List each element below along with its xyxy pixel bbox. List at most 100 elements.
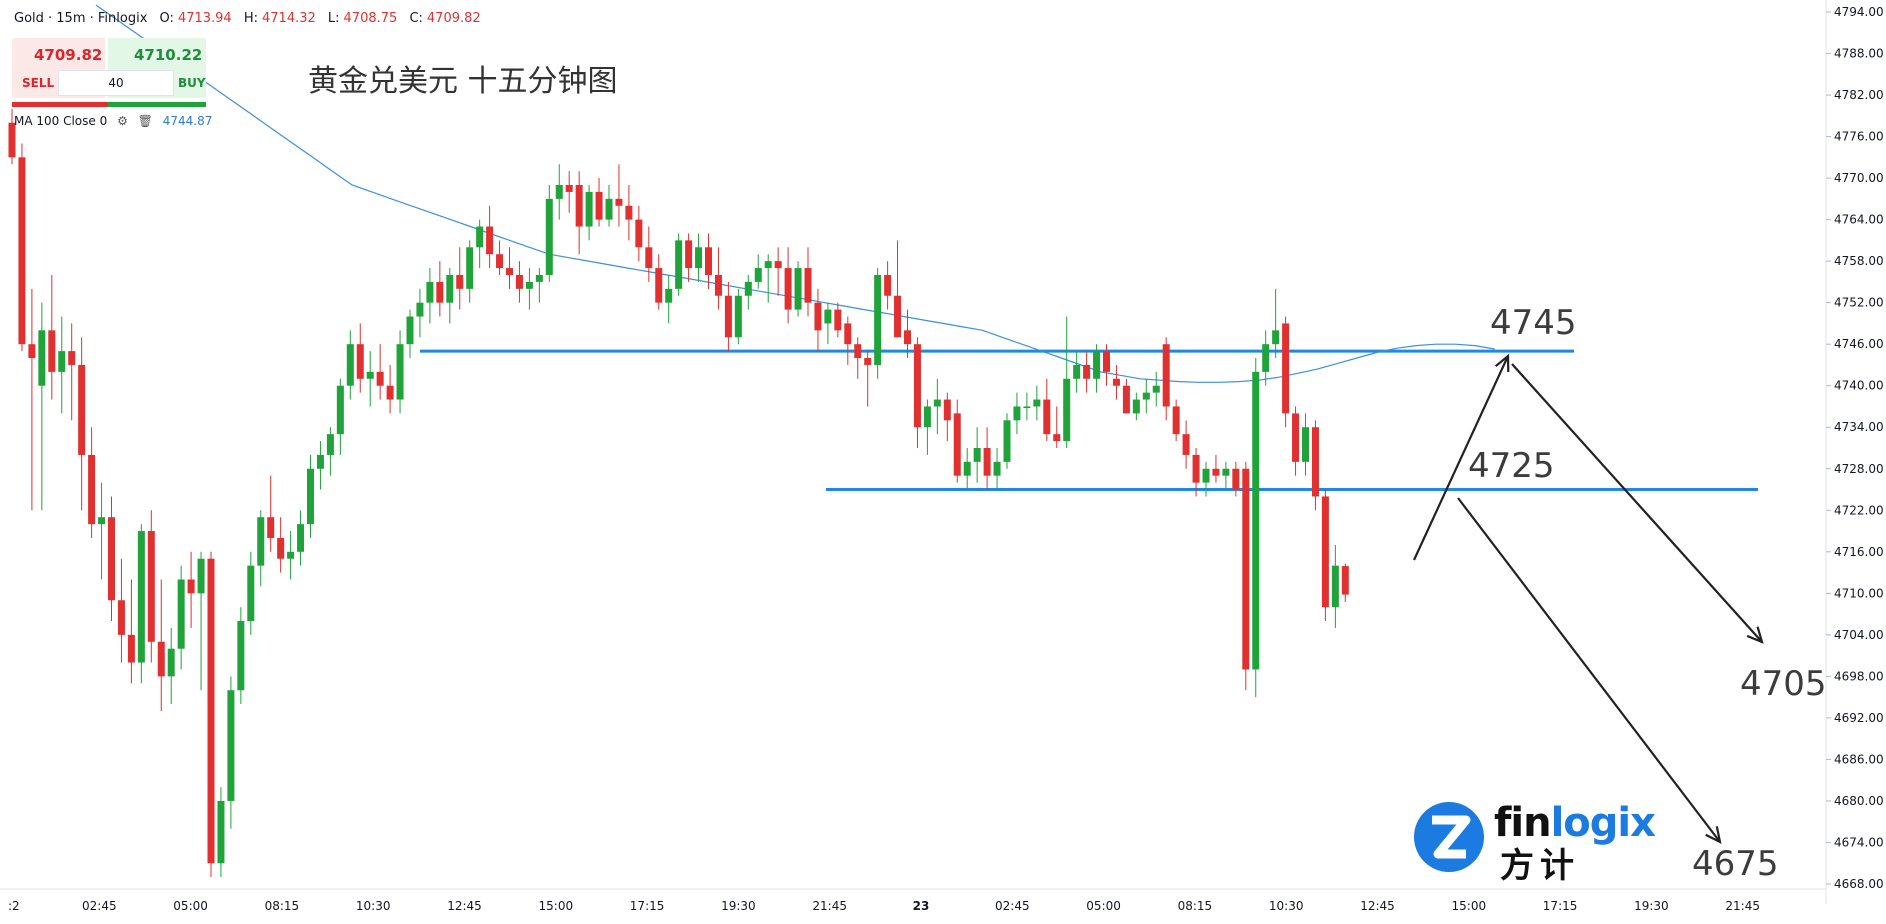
buy-price: 4710.22 bbox=[134, 46, 203, 64]
price-axis[interactable]: 4794.00 4788.00 4782.00 4776.00 4770.00 4764.… bbox=[1825, 0, 1884, 904]
candle-body bbox=[685, 240, 693, 269]
arrow-up-to-4745-head bbox=[1494, 353, 1510, 373]
price-tick-label: 4734.00 bbox=[1834, 420, 1884, 434]
candle-body bbox=[824, 309, 832, 324]
candle-body bbox=[814, 302, 822, 331]
candle-body bbox=[297, 524, 305, 552]
candle-body bbox=[476, 226, 484, 248]
candle-body bbox=[147, 531, 155, 642]
candle-body bbox=[515, 274, 523, 289]
price-tick-label: 4692.00 bbox=[1834, 711, 1884, 725]
candle-body bbox=[535, 274, 543, 282]
candle-body bbox=[1242, 468, 1250, 670]
price-tick-label: 4740.00 bbox=[1834, 379, 1884, 393]
buy-ratio-bar bbox=[108, 102, 206, 107]
candle-body bbox=[834, 309, 842, 331]
candle-body bbox=[565, 185, 573, 192]
level-upper-label: 4745 bbox=[1490, 303, 1577, 343]
candle-body bbox=[983, 448, 991, 476]
time-tick-label: 12:45 bbox=[1360, 899, 1395, 913]
candle-body bbox=[1033, 399, 1041, 407]
time-tick-label: 21:45 bbox=[812, 899, 847, 913]
candle-body bbox=[734, 295, 742, 338]
candle-body bbox=[416, 302, 424, 317]
candle-body bbox=[953, 413, 961, 476]
candle-body bbox=[316, 454, 324, 469]
quantity-input[interactable]: 40 bbox=[58, 70, 174, 96]
candle-body bbox=[1272, 330, 1280, 345]
indicator-value: 4744.87 bbox=[162, 114, 213, 128]
candle-body bbox=[277, 537, 285, 559]
candle-body bbox=[1202, 468, 1210, 483]
candle-body bbox=[943, 399, 951, 421]
candle-body bbox=[207, 558, 215, 864]
price-tick-label: 4674.00 bbox=[1834, 835, 1884, 849]
candle-body bbox=[1122, 385, 1130, 414]
candle-body bbox=[18, 157, 26, 345]
time-tick-label: 02:45 bbox=[82, 899, 117, 913]
price-tick-label: 4776.00 bbox=[1834, 130, 1884, 144]
time-tick-label: 19:30 bbox=[1634, 899, 1669, 913]
time-tick-label: :2 bbox=[8, 899, 20, 913]
time-axis[interactable]: :2 02:45 05:00 08:15 10:30 12:45 15:00 17:15 19:… bbox=[0, 888, 1826, 913]
price-tick-label: 4728.00 bbox=[1834, 462, 1884, 476]
indicator-legend[interactable]: MA 100 Close 0 ⚙ 🗑 4744.87 bbox=[14, 114, 212, 128]
logo-cn: 方计 bbox=[1500, 846, 1580, 886]
price-tick-label: 4698.00 bbox=[1834, 669, 1884, 683]
candle-body bbox=[764, 261, 772, 269]
candle-body bbox=[1262, 344, 1270, 372]
candle-body bbox=[1043, 399, 1051, 435]
candle-body bbox=[496, 254, 504, 269]
candle-body bbox=[267, 517, 275, 538]
candle-body bbox=[625, 205, 633, 220]
price-tick-label: 4710.00 bbox=[1834, 586, 1884, 600]
sell-ratio-bar bbox=[12, 102, 108, 107]
sell-price: 4709.82 bbox=[34, 46, 103, 64]
candle-body bbox=[963, 461, 971, 476]
candle-body bbox=[446, 274, 454, 303]
sell-label: SELL bbox=[22, 76, 55, 90]
price-tick-label: 4794.00 bbox=[1834, 5, 1884, 19]
time-tick-label: 23 bbox=[913, 899, 930, 913]
candle-body bbox=[1053, 434, 1061, 442]
candle-body bbox=[227, 690, 235, 801]
symbol-ohlc-header: Gold · 15m · Finlogix O: 4713.94 H: 4714.3… bbox=[14, 11, 481, 26]
candle-body bbox=[326, 434, 334, 455]
candle-body bbox=[1093, 351, 1101, 379]
projection-arrows[interactable] bbox=[1413, 353, 1764, 845]
open-value: 4713.94 bbox=[177, 11, 232, 26]
time-tick-label: 15:00 bbox=[1452, 899, 1487, 913]
candle-body bbox=[724, 295, 732, 338]
candle-body bbox=[595, 191, 603, 220]
candle-body bbox=[426, 281, 434, 303]
candle-body bbox=[645, 247, 653, 269]
price-tick-label: 4704.00 bbox=[1834, 628, 1884, 642]
candle-body bbox=[665, 288, 673, 303]
logo-word-b: logix bbox=[1550, 800, 1656, 846]
time-tick-label: 05:00 bbox=[1086, 899, 1121, 913]
settings-gear-icon[interactable]: ⚙ bbox=[117, 114, 128, 128]
candle-body bbox=[406, 316, 414, 345]
open-label: O: bbox=[159, 11, 174, 26]
candle-body bbox=[436, 281, 444, 303]
candle-body bbox=[38, 330, 46, 386]
candle-body bbox=[247, 565, 255, 622]
candle-body bbox=[366, 371, 374, 379]
candle-body bbox=[1292, 413, 1300, 462]
price-tick-label: 4668.00 bbox=[1834, 877, 1884, 891]
candle-body bbox=[486, 226, 494, 255]
candle-body bbox=[88, 454, 96, 525]
high-value: 4714.32 bbox=[262, 11, 316, 26]
trash-icon[interactable]: 🗑 bbox=[137, 114, 153, 128]
candle-body bbox=[197, 558, 205, 594]
candle-body bbox=[774, 261, 782, 269]
candle-body bbox=[48, 330, 56, 372]
finlogix-logo-mark-icon bbox=[1414, 802, 1484, 872]
buy-label: BUY bbox=[178, 76, 206, 90]
candle-body bbox=[1282, 323, 1290, 414]
candle-body bbox=[1023, 406, 1031, 408]
symbol-label[interactable]: Gold · 15m · Finlogix bbox=[14, 11, 148, 26]
candle-body bbox=[1063, 378, 1071, 442]
price-tick-label: 4680.00 bbox=[1834, 794, 1884, 808]
